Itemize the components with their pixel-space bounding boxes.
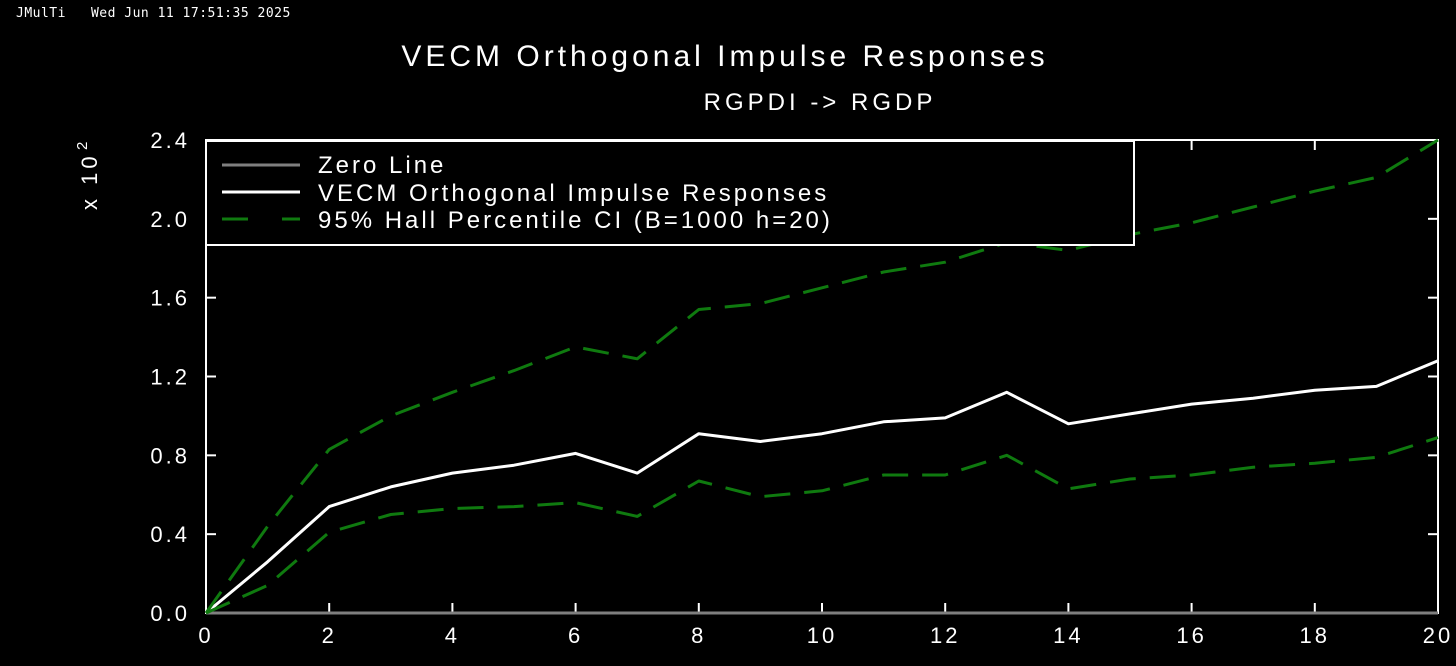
x-tick-label-14: 14	[1053, 623, 1083, 648]
series-layer	[204, 138, 1439, 615]
series-ci-upper	[204, 138, 1439, 614]
legend: Zero Line VECM Orthogonal Impulse Respon…	[205, 140, 1135, 246]
legend-box	[205, 140, 1135, 246]
y-tick-label-1: 0.4	[150, 522, 190, 547]
y-tick-label-3: 1.2	[150, 365, 190, 390]
x-tick-label-16: 16	[1176, 623, 1206, 648]
y-tick-label-0: 0.0	[150, 601, 190, 626]
series-ci-lower	[205, 436, 1439, 615]
y-tick-label-5: 2.0	[150, 207, 190, 232]
header-stamp: JMulTi Wed Jun 11 17:51:35 2025	[16, 6, 291, 21]
chart-subtitle: RGPDI -> RGDP	[704, 89, 937, 116]
x-tick-label-4: 4	[445, 623, 460, 648]
x-tick-label-12: 12	[930, 623, 960, 648]
y-scale-label: x 10 2	[74, 138, 102, 210]
y-tick-label-4: 1.6	[150, 286, 190, 311]
x-tick-label-6: 6	[568, 623, 583, 648]
y-scale-exponent: 2	[74, 138, 91, 150]
legend-label-zero-line: Zero Line	[318, 152, 446, 179]
x-tick-label-0: 0	[198, 623, 213, 648]
x-tick-label-8: 8	[691, 623, 706, 648]
x-tick-label-18: 18	[1300, 623, 1330, 648]
axis-tick-labels: 0 2 4 6 8 10 12 14 16 18 20 0.0 0.4 0.8 1.2 1.6 2.0 2.4	[150, 128, 1453, 648]
x-tick-label-10: 10	[807, 623, 837, 648]
legend-label-irf: VECM Orthogonal Impulse Responses	[318, 180, 829, 207]
y-tick-label-6: 2.4	[150, 128, 190, 153]
y-tick-label-2: 0.8	[150, 443, 190, 468]
y-scale-text: x 10	[77, 152, 102, 210]
chart-title: VECM Orthogonal Impulse Responses	[401, 40, 1048, 73]
x-tick-label-2: 2	[322, 623, 337, 648]
legend-label-ci: 95% Hall Percentile CI (B=1000 h=20)	[318, 207, 833, 234]
x-tick-label-20: 20	[1423, 623, 1453, 648]
series-irf	[205, 359, 1439, 615]
app-name: JMulTi	[16, 6, 66, 21]
timestamp: Wed Jun 11 17:51:35 2025	[90, 6, 291, 21]
